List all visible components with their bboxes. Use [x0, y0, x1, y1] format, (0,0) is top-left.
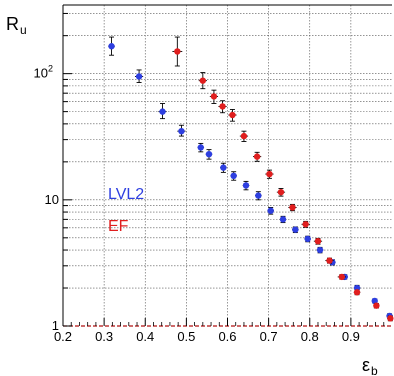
axis-ticks: 0.2 0.3 0.4 0.5 0.6 0.7 0.8 0.9 1 10 102 — [34, 12, 385, 344]
series-ef — [172, 36, 394, 322]
data-point — [197, 144, 204, 151]
data-point — [267, 207, 274, 214]
data-marks — [108, 36, 394, 322]
data-point — [255, 192, 262, 199]
data-point — [387, 315, 394, 322]
x-tick-label: 0.7 — [260, 329, 278, 344]
x-tick-label: 0.6 — [218, 329, 236, 344]
data-point — [242, 182, 250, 189]
data-point — [159, 108, 166, 115]
data-point — [220, 164, 227, 171]
data-point — [210, 93, 218, 100]
data-point — [219, 103, 226, 110]
data-point — [108, 43, 115, 50]
y-axis-label: Ru — [6, 14, 27, 37]
x-tick-label: 0.2 — [54, 329, 72, 344]
data-point — [240, 132, 248, 140]
y-axis-label-sub: u — [20, 23, 27, 37]
x-tick-label: 0.5 — [177, 329, 195, 344]
x-tick-label: 0.3 — [95, 329, 113, 344]
data-point — [373, 302, 380, 309]
data-point — [279, 216, 287, 223]
data-point — [199, 77, 207, 84]
legend-lvl2: LVL2 — [108, 186, 144, 203]
data-point — [304, 235, 311, 243]
data-point — [277, 188, 285, 196]
y-tick-label: 10 — [45, 192, 59, 207]
data-point — [316, 246, 324, 254]
data-point — [266, 170, 273, 178]
data-point — [230, 172, 237, 180]
y-tick-label: 102 — [34, 64, 53, 81]
data-point — [353, 289, 361, 296]
x-tick-label: 0.4 — [136, 329, 154, 344]
legend-ef: EF — [108, 218, 129, 235]
data-point — [135, 73, 143, 80]
y-tick-label: 1 — [52, 318, 59, 333]
x-tick-label: 0.8 — [301, 329, 319, 344]
data-point — [289, 204, 296, 211]
data-point — [338, 273, 346, 281]
x-axis-label-sub: b — [371, 364, 378, 376]
series-lvl2 — [108, 36, 393, 320]
grid — [63, 5, 392, 326]
data-point — [292, 226, 299, 233]
x-tick-label: 0.9 — [342, 329, 360, 344]
data-point — [326, 257, 333, 264]
data-point — [205, 150, 213, 158]
data-point — [253, 153, 261, 160]
data-point — [229, 111, 236, 119]
x-axis-label: εb — [362, 355, 378, 376]
data-point — [178, 127, 185, 135]
data-point — [174, 48, 181, 55]
data-point — [302, 221, 309, 228]
data-point — [314, 237, 322, 245]
